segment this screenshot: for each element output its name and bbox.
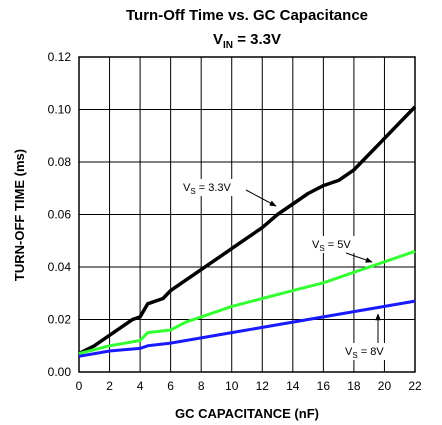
series-label-text: V [345,346,353,358]
x-tick-label: 10 [225,379,239,393]
series-label-sub: S [319,244,324,253]
x-tick-label: 2 [106,379,113,393]
y-tick-label: 0.06 [48,208,72,222]
series-line [78,299,416,358]
series-line [78,105,417,356]
x-tick-label: 20 [378,379,392,393]
y-tick-label: 0.00 [48,365,72,379]
x-tick-label: 0 [76,379,83,393]
x-tick-label: 12 [256,379,270,393]
annotation-bg [342,343,392,360]
y-tick-label: 0.08 [48,155,72,169]
annotation-arrow [245,189,277,207]
x-tick-label: 8 [198,379,205,393]
chart-title: Turn-Off Time vs. GC Capacitance [126,7,368,24]
x-tick-label: 16 [317,379,331,393]
series-label-rest: = 8V [358,346,385,358]
annotation-bg [180,179,242,196]
x-tick-label: 22 [408,379,422,393]
subtitle-sub: IN [223,40,233,51]
y-axis-label: TURN-OFF TIME (ms) [12,149,27,281]
y-tick-label: 0.02 [48,313,72,327]
chart-subtitle: VIN = 3.3V [213,31,281,51]
series-label-text: V [183,182,191,194]
subtitle-text: V [213,31,223,48]
series-line [78,249,416,356]
series-label: VS = 3.3V [183,182,232,196]
series-label: VS = 8V [345,346,384,360]
series-label-rest: = 3.3V [196,182,232,194]
x-tick-label: 14 [286,379,300,393]
y-tick-label: 0.04 [48,260,72,274]
series-label: VS = 5V [312,239,351,253]
x-tick-label: 4 [137,379,144,393]
annotation-arrow [345,252,373,263]
series-label-sub: S [190,187,195,196]
y-tick-label: 0.12 [48,50,72,64]
y-tick-label: 0.10 [48,103,72,117]
plot-frame [78,56,416,373]
subtitle-rest: = 3.3V [233,31,281,48]
series-label-text: V [312,239,320,251]
x-tick-label: 18 [347,379,361,393]
annotation-bg [309,236,359,253]
x-axis-label: GC CAPACITANCE (nF) [175,406,319,421]
series-label-rest: = 5V [325,239,352,251]
x-tick-label: 6 [167,379,174,393]
series-label-sub: S [352,351,357,360]
